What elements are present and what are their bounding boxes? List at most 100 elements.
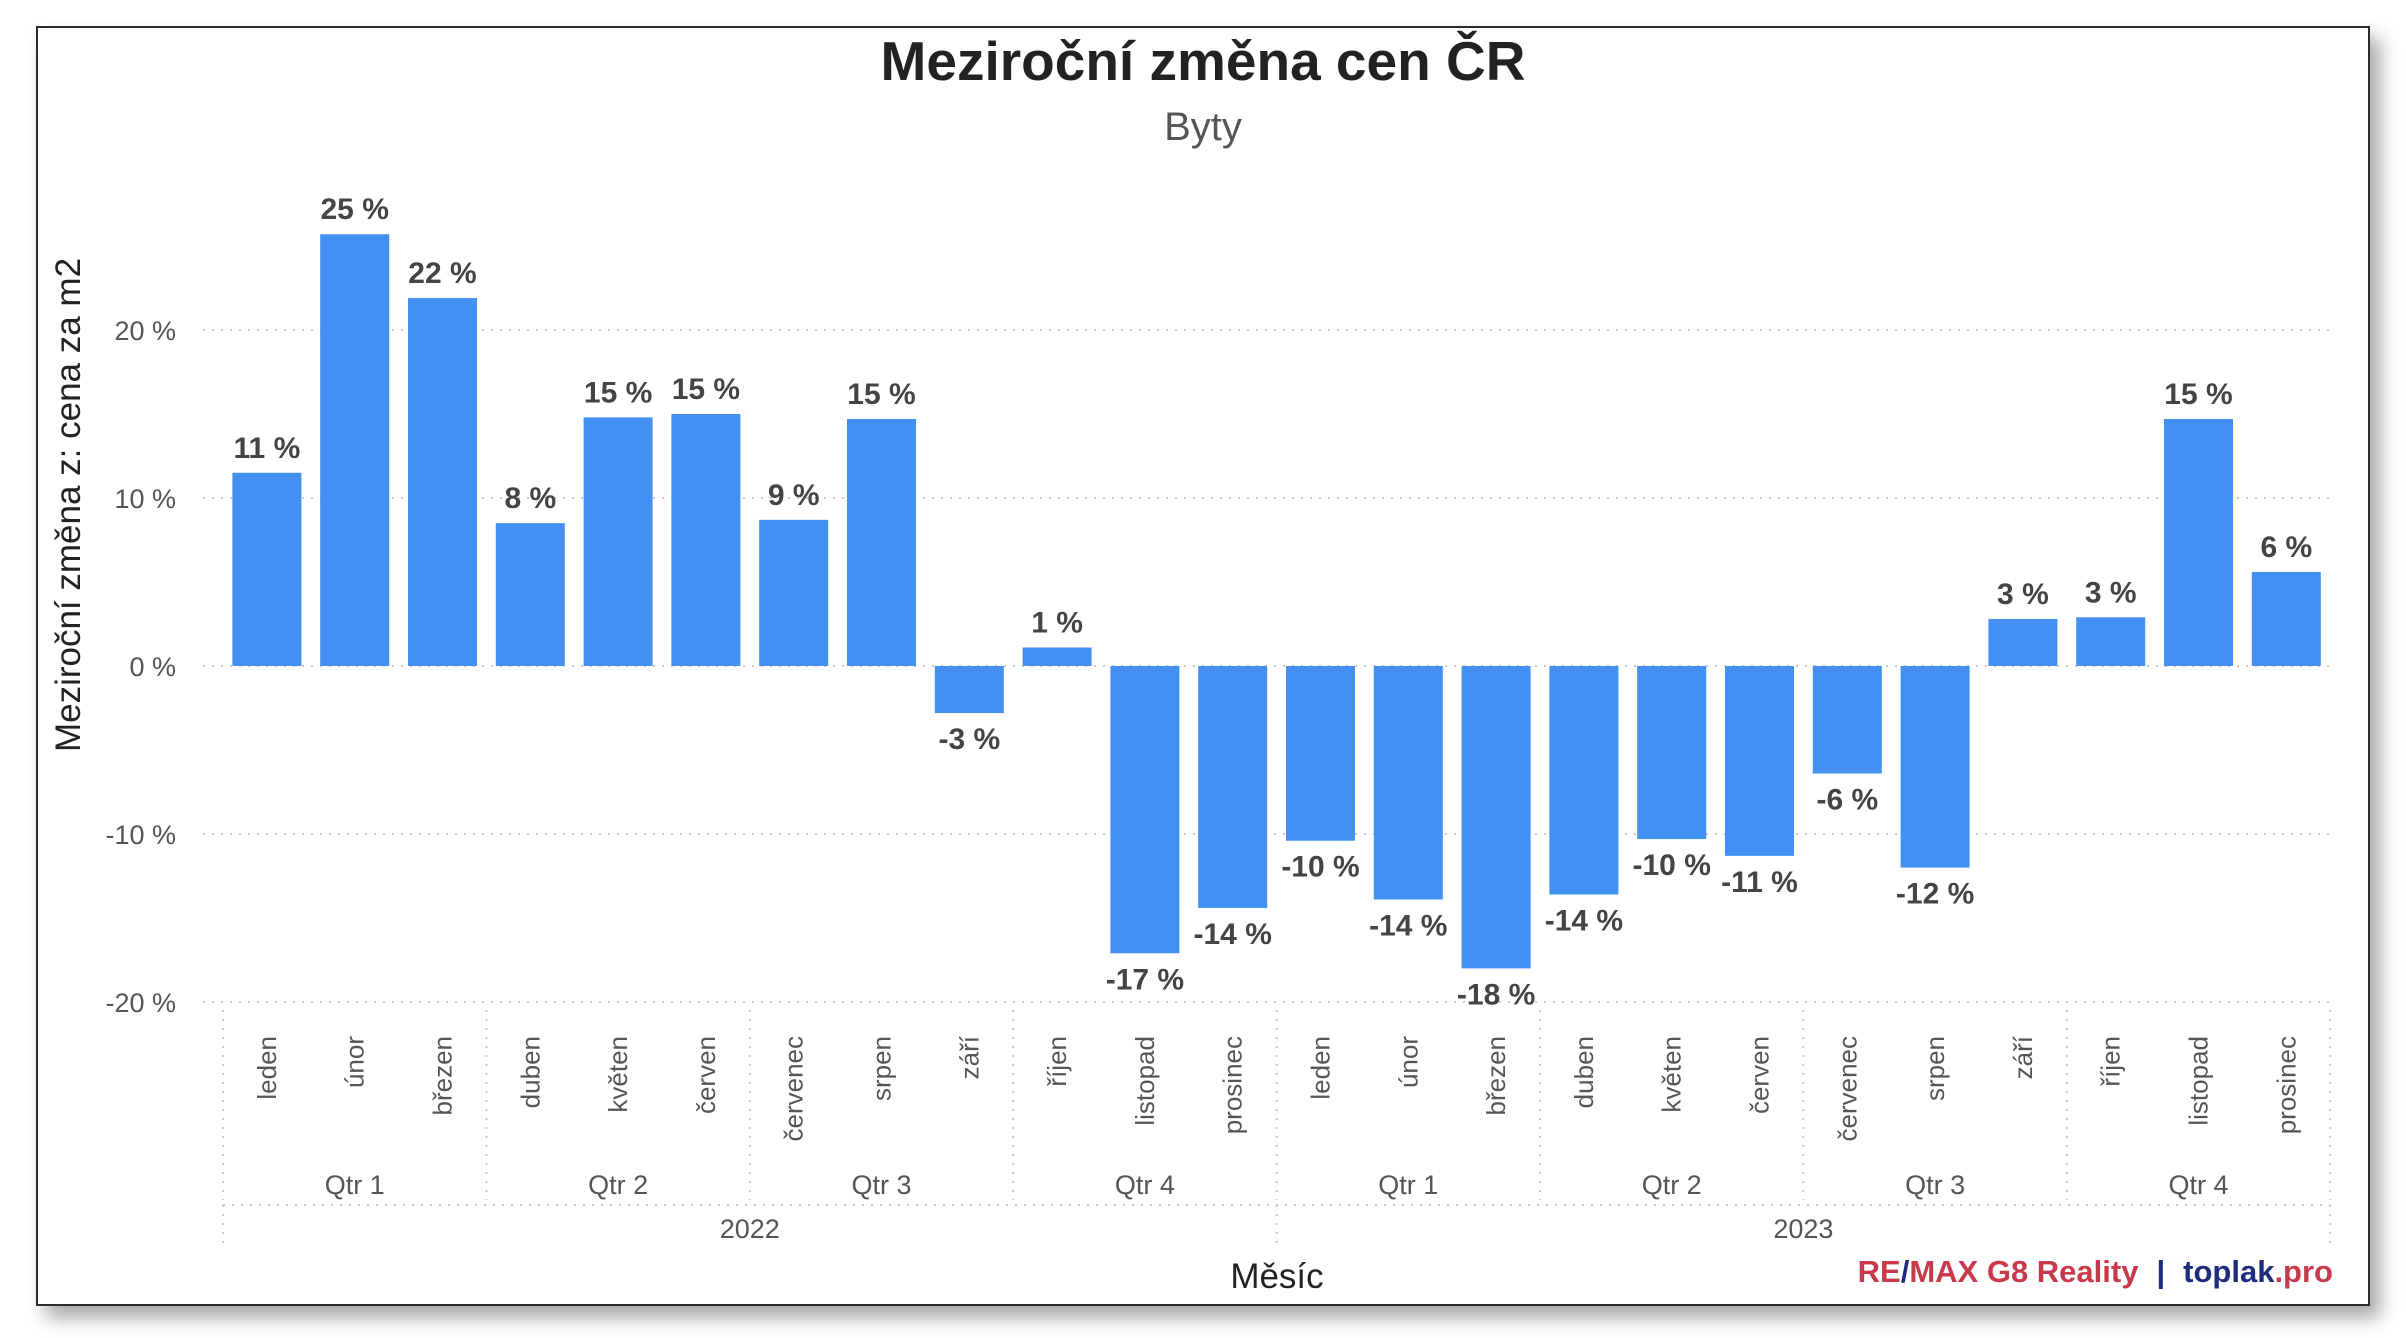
data-label: 1 % xyxy=(1031,607,1083,640)
bar xyxy=(1637,666,1707,840)
data-label: -18 % xyxy=(1457,978,1535,1011)
bar xyxy=(1549,666,1619,895)
month-tick-label: září xyxy=(2008,1035,2038,1079)
data-label: 9 % xyxy=(768,479,820,512)
data-label: -14 % xyxy=(1369,910,1447,943)
data-label: -11 % xyxy=(1721,866,1798,899)
y-tick-label: 0 % xyxy=(129,652,176,682)
chart-subtitle: Byty xyxy=(1164,105,1242,149)
month-tick-label: červenec xyxy=(779,1036,809,1142)
month-tick-label: srpen xyxy=(1920,1036,1950,1101)
year-label: 2023 xyxy=(1773,1214,1833,1244)
data-label: 22 % xyxy=(408,257,476,290)
bar xyxy=(1286,666,1355,841)
bar xyxy=(1022,647,1092,666)
month-tick-label: srpen xyxy=(867,1036,897,1101)
month-tick-label: březen xyxy=(428,1036,458,1116)
data-label: -14 % xyxy=(1545,904,1623,937)
bar xyxy=(1812,666,1882,774)
month-tick-label: prosinec xyxy=(1218,1036,1248,1134)
month-tick-label: červen xyxy=(1745,1036,1775,1114)
month-tick-label: leden xyxy=(1306,1036,1336,1100)
y-tick-label: 20 % xyxy=(114,316,176,346)
data-label: 15 % xyxy=(584,376,652,409)
bar xyxy=(1373,666,1443,900)
month-tick-label: květen xyxy=(603,1036,633,1113)
bar xyxy=(320,234,390,667)
month-tick-label: květen xyxy=(1657,1036,1687,1113)
month-tick-label: listopad xyxy=(2184,1036,2214,1126)
month-tick-label: duben xyxy=(515,1036,545,1108)
bar xyxy=(759,519,829,666)
quarter-label: Qtr 1 xyxy=(1378,1170,1438,1200)
x-axis-label: Měsíc xyxy=(1230,1257,1323,1296)
bar-layer: 11 % 25 % 22 % 8 % 15 % 15 % 9 % 15 % -3 % 1 % -17… xyxy=(232,193,2321,1011)
brand-remax-re: RE xyxy=(1858,1254,1901,1289)
month-tick-label: únor xyxy=(340,1036,370,1088)
x-axis: leden únor březen duben květen červen červenec… xyxy=(222,1010,2332,1250)
data-label: -6 % xyxy=(1816,784,1878,817)
quarter-label: Qtr 2 xyxy=(588,1170,648,1200)
chart-title: Meziroční změna cen ČR xyxy=(881,30,1526,92)
data-label: 6 % xyxy=(2260,531,2312,564)
month-tick-label: červenec xyxy=(1832,1036,1862,1142)
bar xyxy=(495,523,565,666)
month-tick-label: březen xyxy=(1481,1036,1511,1116)
bar xyxy=(1900,666,1970,868)
brand-toplak-tld: .pro xyxy=(2274,1254,2333,1289)
data-label: 25 % xyxy=(321,193,389,226)
quarter-label: Qtr 4 xyxy=(2168,1170,2228,1200)
month-tick-label: prosinec xyxy=(2271,1036,2301,1134)
y-tick-label: -20 % xyxy=(105,988,176,1018)
data-label: -10 % xyxy=(1281,851,1359,884)
month-tick-label: říjen xyxy=(2096,1036,2126,1087)
bar xyxy=(1988,618,2058,666)
month-tick-label: duben xyxy=(1569,1036,1599,1108)
data-label: 11 % xyxy=(234,432,301,465)
bar xyxy=(583,417,653,666)
bar xyxy=(1110,666,1180,954)
bar xyxy=(671,414,741,666)
brand-label: RE/MAX G8 Reality | toplak.pro xyxy=(1858,1254,2333,1289)
brand-remax-slash: / xyxy=(1901,1254,1910,1289)
bar xyxy=(2164,419,2233,666)
quarter-label: Qtr 1 xyxy=(325,1170,385,1200)
data-label: 3 % xyxy=(1997,578,2049,611)
y-axis-label: Meziroční změna z: cena za m2 xyxy=(49,258,88,752)
brand-remax-rest: MAX G8 Reality xyxy=(1909,1254,2139,1289)
bar xyxy=(934,666,1004,714)
quarter-label: Qtr 2 xyxy=(1642,1170,1702,1200)
bar xyxy=(1725,666,1794,856)
data-label: -10 % xyxy=(1633,849,1711,882)
month-tick-label: leden xyxy=(252,1036,282,1100)
data-label: 15 % xyxy=(2164,378,2232,411)
month-tick-label: červen xyxy=(691,1036,721,1114)
data-label: 8 % xyxy=(504,482,556,515)
data-label: -12 % xyxy=(1896,878,1974,911)
bar xyxy=(2251,571,2321,666)
y-tick-label: 10 % xyxy=(114,484,176,514)
data-label: 3 % xyxy=(2085,576,2137,609)
month-tick-label: říjen xyxy=(1042,1036,1072,1087)
bar xyxy=(847,419,916,666)
quarter-label: Qtr 3 xyxy=(851,1170,911,1200)
brand-separator: | xyxy=(2156,1254,2165,1289)
data-label: 15 % xyxy=(672,373,740,406)
year-label: 2022 xyxy=(720,1214,780,1244)
y-tick-label: -10 % xyxy=(105,820,176,850)
bar xyxy=(1461,666,1531,969)
bar xyxy=(408,298,477,666)
data-label: 15 % xyxy=(847,378,915,411)
data-label: -3 % xyxy=(938,723,1000,756)
brand-toplak: toplak xyxy=(2183,1254,2275,1289)
bar xyxy=(232,472,302,666)
quarter-label: Qtr 3 xyxy=(1905,1170,1965,1200)
bar xyxy=(1198,666,1268,908)
data-label: -14 % xyxy=(1194,918,1272,951)
month-tick-label: listopad xyxy=(1130,1036,1160,1126)
bar xyxy=(2076,617,2146,666)
quarter-label: Qtr 4 xyxy=(1115,1170,1175,1200)
month-tick-label: září xyxy=(954,1035,984,1079)
data-label: -17 % xyxy=(1106,963,1184,996)
